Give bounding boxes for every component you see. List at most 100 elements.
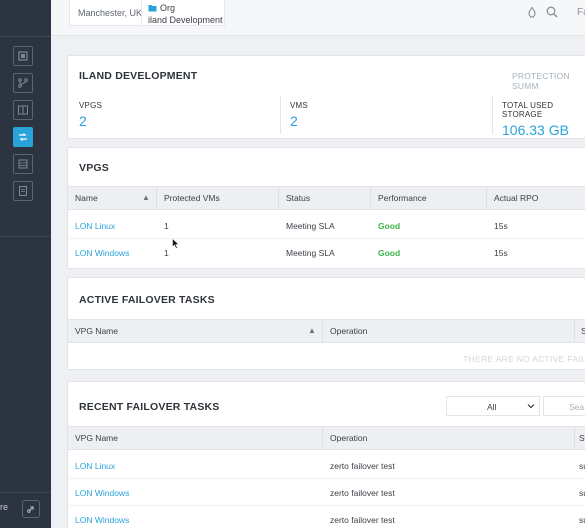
sidebar-divider [0, 236, 51, 237]
search-placeholder: Sea [569, 402, 585, 412]
col-protected-vms[interactable]: Protected VMs [164, 193, 220, 203]
vpg-performance: Good [378, 221, 401, 231]
vpgs-title: VPGS [79, 162, 109, 174]
nav-tasks-button[interactable] [13, 154, 33, 174]
mouse-cursor-icon [172, 238, 180, 249]
vpgs-table-header: Name ▲ Protected VMs Status Performance … [68, 186, 585, 210]
sidebar-bottom-label: re [0, 502, 9, 512]
org-name: iland Development [148, 15, 223, 25]
stat-label: TOTAL USED STORAGE [502, 101, 554, 119]
task-operation: zerto failover test [330, 515, 395, 525]
col-operation[interactable]: Operation [330, 326, 368, 336]
summary-card: ILAND DEVELOPMENT PROTECTION SUMM VPGS 2… [67, 55, 585, 139]
task-operation: zerto failover test [330, 461, 395, 471]
task-status: su [579, 488, 585, 498]
recent-failover-title: RECENT FAILOVER TASKS [79, 401, 220, 413]
document-icon [19, 186, 27, 196]
sort-up-icon[interactable]: ▲ [308, 326, 316, 335]
vpgs-card: VPGS Name ▲ Protected VMs Status Perform… [67, 147, 585, 269]
task-operation: zerto failover test [330, 488, 395, 498]
failover-icon [19, 133, 27, 141]
status-filter-select[interactable]: All [446, 396, 540, 416]
vpg-status: Meeting SLA [286, 221, 335, 231]
column-divider [278, 187, 279, 209]
nav-sites-button[interactable] [13, 100, 33, 120]
nav-dashboard-button[interactable] [13, 46, 33, 66]
nav-vpgs-button[interactable] [13, 73, 33, 93]
recent-failover-card: RECENT FAILOVER TASKS All Sea VPG Name O… [67, 381, 585, 528]
column-divider [574, 320, 575, 342]
chevron-down-icon [527, 404, 535, 409]
table-row[interactable]: LON Windows zerto failover test su [68, 506, 585, 528]
stat-value: 2 [79, 113, 87, 129]
column-divider [322, 427, 323, 449]
link-icon [27, 506, 34, 513]
vpg-rpo: 15s [494, 248, 508, 258]
stat-value: 2 [290, 113, 298, 129]
col-status[interactable]: Status [286, 193, 311, 203]
top-bar: Manchester, UK Org iland Development Fa [51, 0, 585, 36]
active-table-header: VPG Name ▲ Operation S [68, 319, 585, 343]
recent-table-header: VPG Name Operation St [68, 426, 585, 450]
col-actual-rpo[interactable]: Actual RPO [494, 193, 539, 203]
columns-icon [18, 105, 28, 115]
org-crumb[interactable]: Org iland Development [141, 0, 225, 26]
vpg-name-link[interactable]: LON Windows [75, 248, 130, 258]
table-row[interactable]: LON Linux zerto failover test su [68, 452, 585, 479]
topbar-cut-label: Fa [577, 7, 585, 18]
col-vpg-name[interactable]: VPG Name [75, 326, 118, 336]
summary-title: ILAND DEVELOPMENT [79, 70, 198, 82]
table-row[interactable]: LON Windows zerto failover test su [68, 479, 585, 506]
vpg-vms: 1 [164, 221, 169, 231]
grid-icon [18, 159, 28, 169]
col-name[interactable]: Name [75, 193, 98, 203]
vpg-performance: Good [378, 248, 401, 258]
task-status: su [579, 461, 585, 471]
column-divider [574, 427, 575, 449]
sidebar-settings-button[interactable] [22, 500, 40, 518]
task-status: su [579, 515, 585, 525]
stat-value: 106.33 GB [502, 122, 569, 138]
tasks-search-input[interactable]: Sea [543, 396, 585, 416]
col-performance[interactable]: Performance [378, 193, 427, 203]
vpg-name-link[interactable]: LON Linux [75, 221, 116, 231]
search-icon[interactable] [545, 5, 559, 19]
location-label: Manchester, UK [78, 8, 143, 18]
folder-icon [148, 5, 157, 12]
vpg-rpo: 15s [494, 221, 508, 231]
active-failover-title: ACTIVE FAILOVER TASKS [79, 294, 215, 306]
branch-icon [18, 78, 28, 88]
alert-icon[interactable] [525, 5, 539, 19]
table-row[interactable]: LON Windows 1 Meeting SLA Good 15s [68, 239, 585, 266]
nav-reports-button[interactable] [13, 181, 33, 201]
protection-summary-link[interactable]: PROTECTION SUMM [512, 71, 570, 91]
active-failover-card: ACTIVE FAILOVER TASKS VPG Name ▲ Operati… [67, 277, 585, 370]
stat-storage: TOTAL USED STORAGE 106.33 GB [502, 101, 585, 138]
sidebar-divider [0, 36, 51, 37]
column-divider [486, 187, 487, 209]
col-status[interactable]: St [579, 433, 585, 443]
col-status[interactable]: S [581, 326, 585, 336]
org-label: Org [160, 3, 176, 13]
empty-state-text: THERE ARE NO ACTIVE FAIL [463, 354, 585, 364]
nav-failover-button[interactable] [13, 127, 33, 147]
stat-divider [280, 96, 281, 134]
dashboard-icon [18, 51, 28, 61]
stat-label: VPGS [79, 101, 103, 110]
stat-vpgs: VPGS 2 [79, 101, 102, 137]
col-vpg-name[interactable]: VPG Name [75, 433, 118, 443]
col-operation[interactable]: Operation [330, 433, 368, 443]
column-divider [156, 187, 157, 209]
vpg-vms: 1 [164, 248, 169, 258]
task-vpg-link[interactable]: LON Windows [75, 488, 130, 498]
stat-vms: VMS 2 [290, 101, 308, 137]
task-vpg-link[interactable]: LON Linux [75, 461, 116, 471]
column-divider [370, 187, 371, 209]
stat-divider [492, 96, 493, 134]
table-row[interactable]: LON Linux 1 Meeting SLA Good 15s [68, 212, 585, 239]
filter-value: All [487, 402, 497, 412]
sort-up-icon[interactable]: ▲ [142, 193, 150, 202]
sidebar: re [0, 0, 51, 528]
stat-label: VMS [290, 101, 308, 110]
task-vpg-link[interactable]: LON Windows [75, 515, 130, 525]
